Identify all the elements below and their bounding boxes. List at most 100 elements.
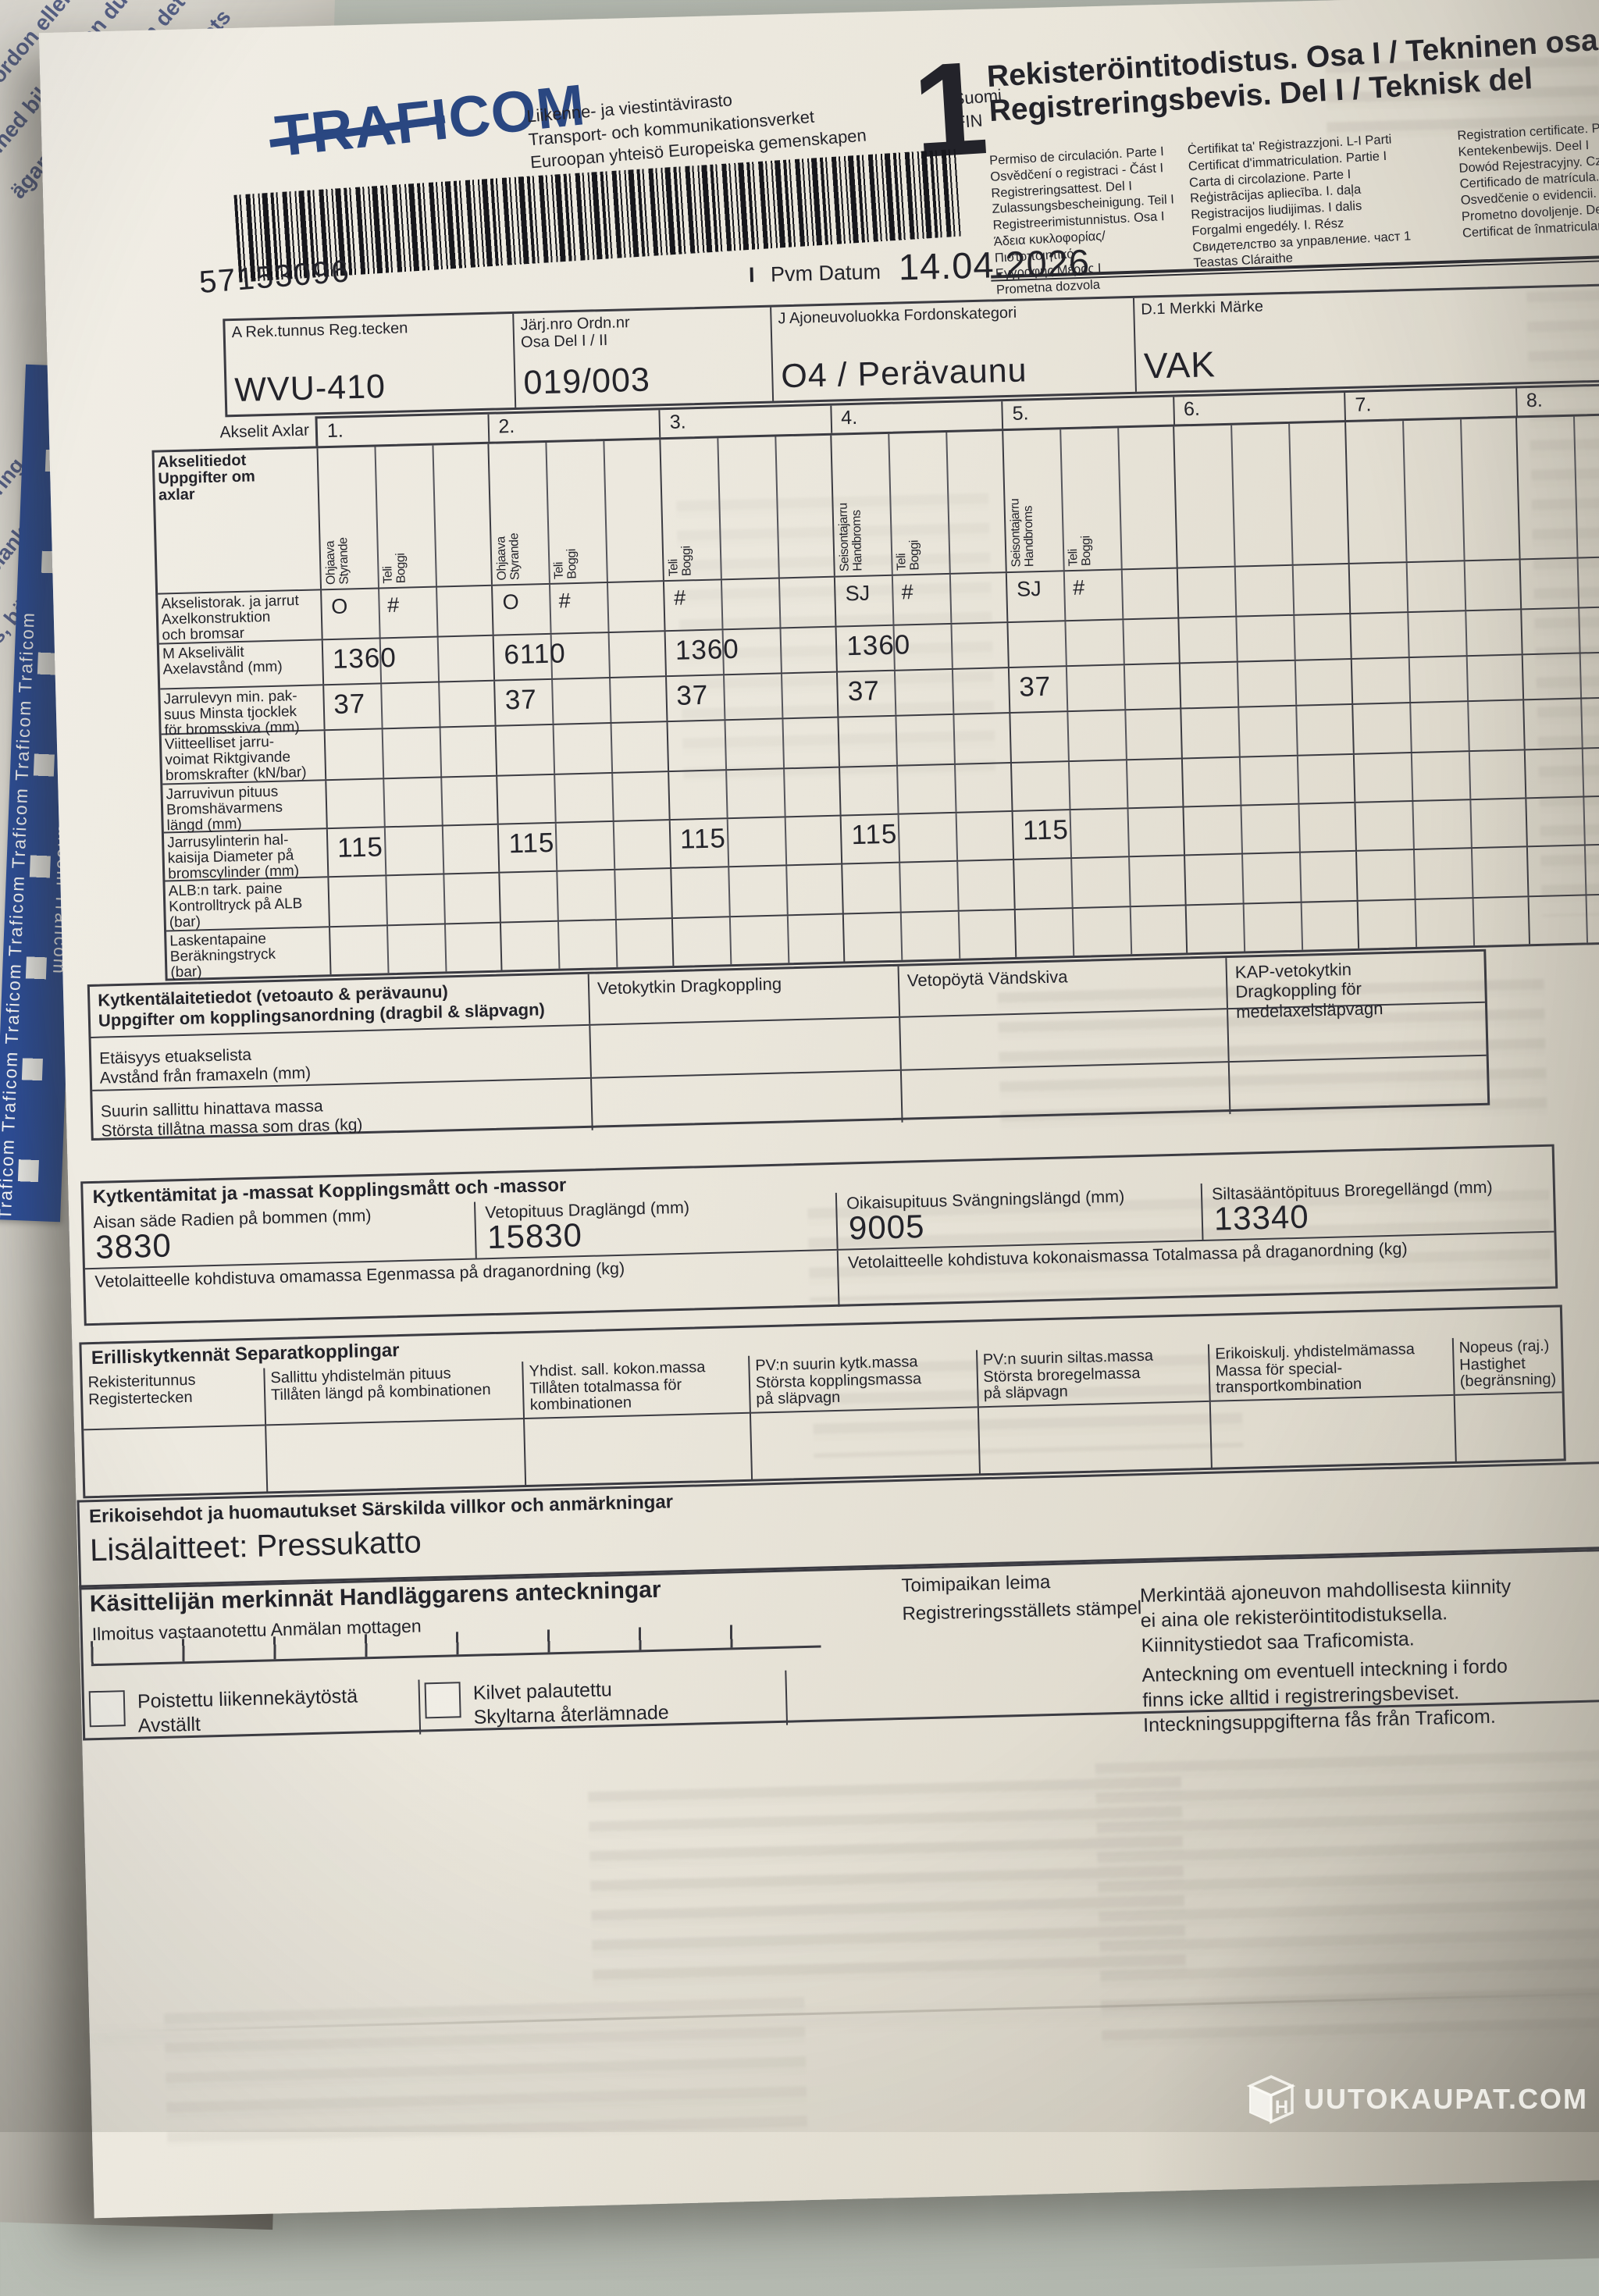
bridge-rule-length-value: 13340 <box>1213 1198 1310 1237</box>
date-label: Pvm Datum <box>770 260 881 287</box>
fifth-wheel-header: Vetopöytä Vändskiva <box>899 958 1229 1016</box>
column-header: PV:n suurin kytk.massa Största kopplings… <box>749 1350 978 1414</box>
axle-value: SJ <box>845 581 871 606</box>
bridge-rule-length-cell: Siltasääntöpituus Broregellängd (mm) 133… <box>1200 1174 1554 1241</box>
axle-value-cell <box>668 717 841 771</box>
plates-returned-label: Kilvet palautettu Skyltarna återlämnade <box>472 1678 670 1729</box>
axle-value-cell <box>1351 610 1524 658</box>
axle-value-cell <box>840 763 1013 815</box>
coupling-device-section: Kytkentälaitetiedot (vetoauto & perävaun… <box>87 949 1490 1143</box>
kap-hitch-header: KAP-vetokytkin Dragkoppling för medelaxe… <box>1234 959 1384 1022</box>
axle-column-number: 4. <box>831 401 1004 433</box>
axle-value-cell <box>839 714 1012 767</box>
axle-value: # <box>673 586 686 610</box>
axles-corner-label: Akselit Axlar <box>219 421 310 442</box>
axle-row-label: Jarruvivun pituus Bromshävarmens längd (… <box>162 781 328 835</box>
axle-row-label: Jarrusylinterin hal- kaisija Diameter på… <box>163 829 329 883</box>
axle-subheader-cell: Seisontajarru Handbroms Teli Boggi <box>832 431 1007 576</box>
axle-value-cell <box>1526 746 1599 798</box>
axle-value: 115 <box>679 823 727 855</box>
axle-value-cell <box>1013 856 1187 909</box>
max-towed-mass-label: Suurin sallittu hinattava massa Största … <box>92 1078 593 1143</box>
axle-subheader-cell <box>1345 418 1521 563</box>
axle-value-cell <box>1178 564 1351 618</box>
axle-value-cell <box>1010 709 1184 762</box>
axle-table-body: Akselitiedot Uppgifter om axlar Ohjaava … <box>151 411 1599 981</box>
axle-value: 1360 <box>675 633 740 666</box>
axle-value: 115 <box>1022 814 1070 846</box>
photo-of-registration-certificate: { "facing": { "frag_a": "rerar fordon el… <box>0 0 1599 2132</box>
axle-value-cell <box>326 776 499 828</box>
axle-value-cell: 37 <box>666 672 839 721</box>
axle-value-cell <box>1521 556 1599 609</box>
axle-value-cell <box>1358 897 1531 949</box>
axle-value: 6110 <box>503 638 567 671</box>
axle-value-cell <box>1008 618 1181 667</box>
barcode-number: 57153096 <box>198 254 352 301</box>
vehicle-class-value: O4 / Perävaunu <box>780 351 1028 396</box>
axle-value: # <box>901 580 914 604</box>
axle-value-cell <box>1355 799 1529 850</box>
axle-subheader-cell: Teli Boggi <box>661 435 836 581</box>
show-through-text <box>1095 1749 1599 2052</box>
axle-type-label: Ohjaava Styrande <box>323 537 351 586</box>
swing-length-cell: Oikaisupituus Svängningslängd (mm) 9005 <box>835 1184 1202 1249</box>
watermark-letter: H <box>1275 2097 1288 2118</box>
axle-value-cell <box>1530 893 1599 945</box>
order-number-label: Järj.nro Ordn.nr Osa Del I / II <box>520 314 630 351</box>
empty-cell <box>1230 1056 1488 1114</box>
axle-value-cell <box>1525 696 1599 749</box>
registration-number-cell: A Rek.tunnus Reg.tecken WVU-410 <box>225 313 517 415</box>
speed-limit-column: Nopeus (raj.) Hastighet (begränsning) <box>1451 1335 1564 1463</box>
registration-certificate-sheet: TRAFICOM Liikenne- ja viestintävirasto T… <box>38 0 1599 2273</box>
towing-length-value: 15830 <box>486 1216 583 1256</box>
axle-subheader-cell <box>1174 422 1350 568</box>
axle-value-cell: O # <box>321 586 494 639</box>
axle-value-cell <box>1183 754 1356 806</box>
vehicle-class-cell: J Ajoneuvoluokka Fordonskategori O4 / Pe… <box>771 297 1137 401</box>
axle-value: 1360 <box>846 629 911 662</box>
axle-value-cell: 1360 <box>322 635 496 685</box>
axle-value-cell <box>1187 901 1360 953</box>
axle-value: 37 <box>1018 671 1052 703</box>
axle-value: 115 <box>850 818 898 851</box>
axle-value: O <box>502 589 520 614</box>
axle-value-cell <box>329 873 502 927</box>
axle-value-cell <box>844 910 1017 962</box>
axle-row-label: Akselistorak. ja jarrut Axelkonstruktion… <box>158 590 323 644</box>
axle-column-number: 5. <box>1002 397 1175 429</box>
axle-value-cell <box>1353 700 1526 753</box>
axle-type-label: Teli Boggi <box>552 548 579 579</box>
axle-value-cell: SJ # <box>835 573 1009 626</box>
date-field-code: I <box>748 263 755 287</box>
axle-value-cell <box>1351 655 1525 703</box>
axle-type-label: Seisontajarru Handbroms <box>836 503 865 572</box>
axle-value-cell <box>497 772 671 824</box>
drawbar-radius-cell: Aisan säde Radien på bommen (mm) 3830 <box>84 1202 475 1269</box>
column-header: Sallittu yhdistelmän pituus Tillåten län… <box>265 1362 524 1426</box>
order-number-value: 019/003 <box>522 361 651 402</box>
axle-column-number: 8. <box>1526 389 1544 412</box>
drawbar-radius-value: 3830 <box>94 1226 173 1265</box>
coupling-dimensions-section: Kytkentämitat ja -massat Kopplingsmått o… <box>80 1144 1558 1326</box>
vehicle-class-label: J Ajoneuvoluokka Fordonskategori <box>778 304 1017 328</box>
axle-value-cell: 37 <box>495 677 668 725</box>
make-value: VAK <box>1143 344 1216 386</box>
axle-value-cell <box>1522 606 1599 654</box>
axle-value-cell: 115 <box>1013 807 1186 859</box>
checkbox-row: Poistettu liikennekäytöstä Avställt Kilv… <box>84 1670 789 1743</box>
decommissioned-cell: Poistettu liikennekäytöstä Avställt <box>84 1679 422 1743</box>
make-label: D.1 Merkki Märke <box>1141 297 1264 319</box>
axle-value-cell <box>1528 843 1599 896</box>
make-cell: D.1 Merkki Märke VAK <box>1134 284 1599 392</box>
axle-value-cell: # <box>664 577 837 631</box>
axle-type-label: Ohjaava Styrande <box>494 532 522 581</box>
axle-value-cell <box>1356 847 1530 900</box>
allowed-length-column: Sallittu yhdistelmän pituus Tillåten län… <box>263 1362 525 1493</box>
axle-type-label: Seisontajarru Handbroms <box>1008 498 1037 568</box>
axle-value: O <box>330 594 348 618</box>
empty-cell <box>590 1017 902 1077</box>
axle-value-cell: 1360 <box>836 623 1010 671</box>
bridge-mass-column: PV:n suurin siltas.massa Största brorege… <box>975 1344 1212 1475</box>
axle-value-cell <box>672 914 846 966</box>
